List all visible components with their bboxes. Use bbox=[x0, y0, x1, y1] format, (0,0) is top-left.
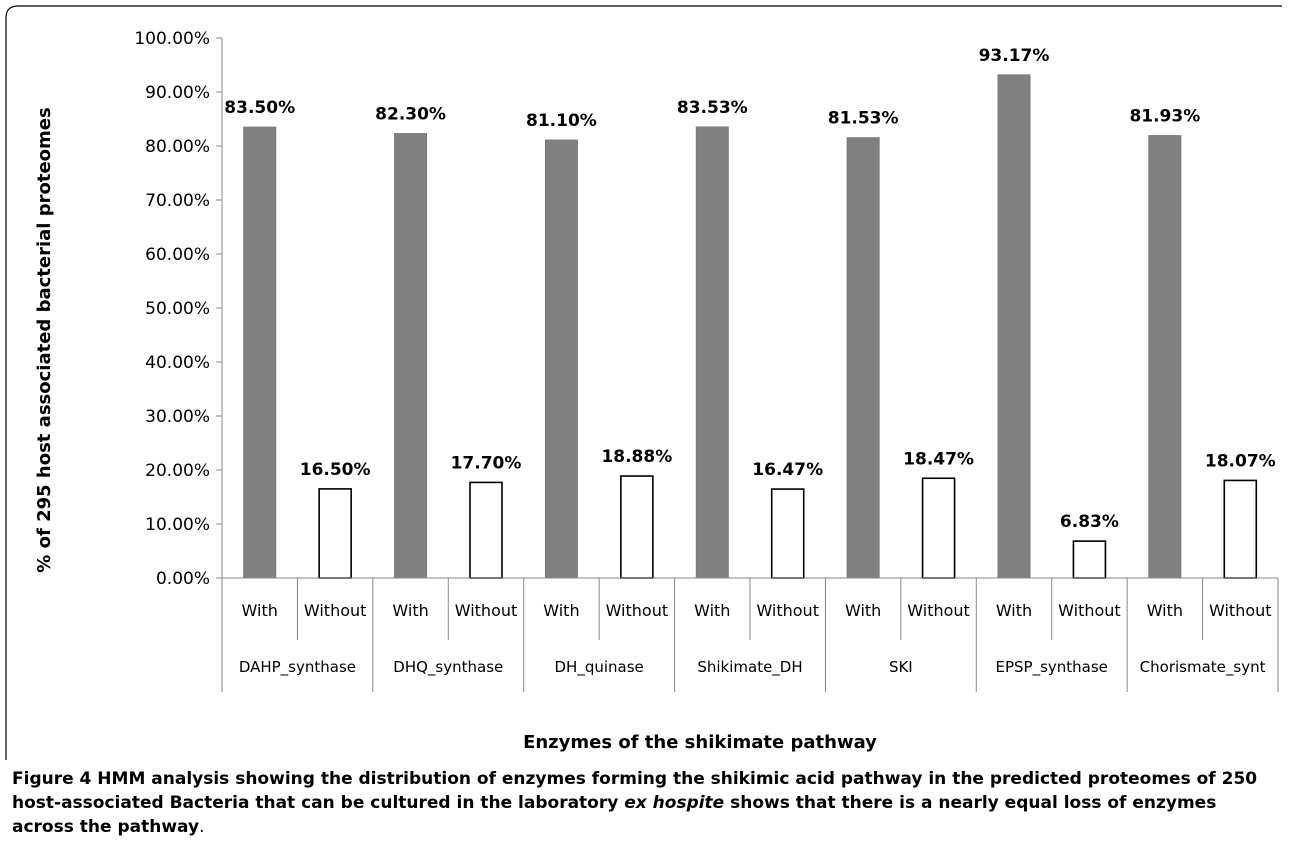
bar bbox=[469, 481, 503, 579]
x-subcategory-label: Without bbox=[1209, 601, 1272, 620]
x-subcategory-label: Without bbox=[455, 601, 518, 620]
data-label: 93.17% bbox=[979, 46, 1050, 66]
bar bbox=[846, 137, 880, 579]
x-group-label: EPSP_synthase bbox=[996, 658, 1108, 677]
x-subcategory-label: Without bbox=[304, 601, 367, 620]
data-label: 6.83% bbox=[1060, 512, 1119, 532]
bar bbox=[1148, 135, 1182, 579]
caption-text-b: shows that there is a nearly equal loss … bbox=[12, 793, 1217, 837]
figure-border bbox=[5, 5, 1282, 760]
bar bbox=[544, 139, 578, 579]
x-subcategory-label: Without bbox=[756, 601, 819, 620]
x-group-label: DAHP_synthase bbox=[239, 658, 356, 677]
bar bbox=[695, 126, 729, 579]
x-subcategory-label: With bbox=[845, 601, 881, 620]
y-tick-label: 50.00% bbox=[145, 299, 210, 319]
data-label: 83.53% bbox=[677, 98, 748, 118]
bar bbox=[770, 488, 805, 579]
y-axis-title: % of 295 host associated bacterial prote… bbox=[34, 107, 55, 572]
x-group-label: SKI bbox=[889, 658, 913, 676]
data-label: 18.88% bbox=[601, 447, 672, 467]
x-group-label: DHQ_synthase bbox=[393, 658, 503, 677]
data-label: 82.30% bbox=[375, 105, 446, 125]
caption-label: Figure 4 bbox=[12, 769, 92, 789]
x-subcategory-label: Without bbox=[1058, 601, 1121, 620]
x-group-label: Chorismate_synt bbox=[1140, 658, 1266, 677]
x-axis-title: Enzymes of the shikimate pathway bbox=[523, 732, 877, 753]
data-label: 16.47% bbox=[752, 460, 823, 480]
y-tick-label: 100.00% bbox=[134, 29, 210, 49]
x-subcategory-label: With bbox=[694, 601, 730, 620]
y-tick-label: 40.00% bbox=[145, 353, 210, 373]
bar bbox=[620, 475, 654, 579]
bar bbox=[243, 126, 277, 579]
x-subcategory-label: With bbox=[392, 601, 428, 620]
x-group-label: DH_quinase bbox=[555, 658, 644, 677]
bar bbox=[921, 477, 956, 579]
figure-caption: Figure 4 HMM analysis showing the distri… bbox=[12, 767, 1282, 839]
x-subcategory-label: With bbox=[543, 601, 579, 620]
figure-panel: 0.00% 10.00% 20.00% 30.00% 40.00% 50.00% 60.00… bbox=[2, 4, 1286, 838]
data-label: 18.07% bbox=[1205, 451, 1276, 471]
data-label: 81.10% bbox=[526, 111, 597, 131]
y-tick-label: 70.00% bbox=[145, 191, 210, 211]
caption-text-a: HMM analysis showing the distribution of… bbox=[12, 769, 1258, 813]
x-subcategory-label: With bbox=[242, 601, 278, 620]
data-label: 81.53% bbox=[828, 109, 899, 129]
bar bbox=[1223, 479, 1258, 579]
bar bbox=[1072, 540, 1107, 579]
y-tick-label: 80.00% bbox=[145, 137, 210, 157]
bar bbox=[997, 74, 1031, 579]
data-label: 18.47% bbox=[903, 449, 974, 469]
caption-end: . bbox=[199, 817, 205, 837]
y-tick-label: 60.00% bbox=[145, 245, 210, 265]
x-subcategory-label: Without bbox=[907, 601, 970, 620]
x-subcategory-label: Without bbox=[606, 601, 669, 620]
caption-emphasis: ex hospite bbox=[624, 793, 725, 813]
bar-chart: 0.00% 10.00% 20.00% 30.00% 40.00% 50.00% 60.00… bbox=[5, 5, 1282, 760]
data-label: 17.70% bbox=[451, 453, 522, 473]
x-subcategory-label: With bbox=[1147, 601, 1183, 620]
y-tick-label: 0.00% bbox=[156, 569, 210, 589]
bar bbox=[318, 488, 352, 579]
x-subcategory-label: With bbox=[996, 601, 1032, 620]
y-tick-label: 20.00% bbox=[145, 461, 210, 481]
y-tick-label: 10.00% bbox=[145, 515, 210, 535]
data-label: 81.93% bbox=[1129, 107, 1200, 127]
data-label: 16.50% bbox=[300, 460, 371, 480]
bar bbox=[394, 133, 428, 579]
data-label: 83.50% bbox=[224, 98, 295, 118]
y-tick-label: 90.00% bbox=[145, 83, 210, 103]
y-tick-label: 30.00% bbox=[145, 407, 210, 427]
x-group-label: Shikimate_DH bbox=[697, 658, 802, 677]
